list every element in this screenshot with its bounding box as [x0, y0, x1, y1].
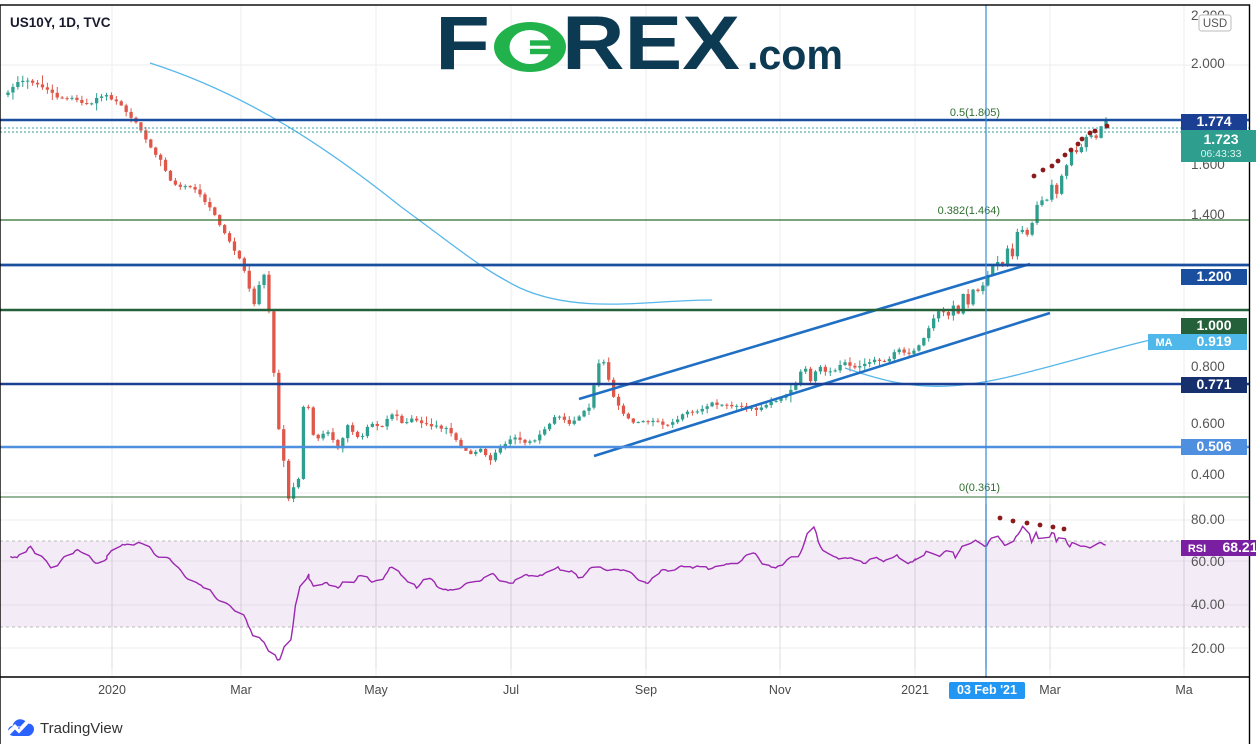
svg-text:May: May: [364, 683, 388, 697]
svg-text:Jul: Jul: [503, 683, 519, 697]
svg-text:Sep: Sep: [635, 683, 657, 697]
svg-text:F: F: [435, 1, 490, 86]
svg-text:1.000: 1.000: [1196, 317, 1231, 333]
svg-text:60.00: 60.00: [1191, 554, 1225, 569]
svg-text:1.723: 1.723: [1203, 131, 1238, 147]
svg-text:.com: .com: [747, 31, 843, 78]
svg-text:1.200: 1.200: [1196, 268, 1231, 284]
svg-text:Ma: Ma: [1175, 683, 1192, 697]
svg-text:Nov: Nov: [769, 683, 792, 697]
svg-text:Mar: Mar: [1039, 683, 1061, 697]
svg-text:0.382(1.464): 0.382(1.464): [938, 205, 1000, 217]
svg-text:0.600: 0.600: [1191, 416, 1225, 431]
svg-text:68.21: 68.21: [1222, 539, 1256, 555]
svg-text:US10Y, 1D, TVC: US10Y, 1D, TVC: [10, 15, 111, 30]
svg-text:1.400: 1.400: [1191, 207, 1225, 222]
svg-text:2020: 2020: [98, 683, 126, 697]
svg-text:03 Feb '21: 03 Feb '21: [957, 683, 1017, 697]
svg-text:80.00: 80.00: [1191, 512, 1225, 527]
svg-text:0.400: 0.400: [1191, 467, 1225, 482]
svg-text:RSI: RSI: [1188, 543, 1206, 555]
svg-text:0.919: 0.919: [1196, 333, 1231, 349]
svg-text:Mar: Mar: [230, 683, 252, 697]
svg-text:1.774: 1.774: [1196, 113, 1231, 129]
svg-text:REX: REX: [562, 1, 740, 86]
svg-text:0.771: 0.771: [1196, 376, 1231, 392]
svg-text:06:43:33: 06:43:33: [1201, 148, 1242, 160]
svg-text:MA: MA: [1155, 337, 1172, 349]
svg-text:0.506: 0.506: [1196, 438, 1231, 454]
svg-text:0.800: 0.800: [1191, 359, 1225, 374]
svg-text:40.00: 40.00: [1191, 597, 1225, 612]
svg-text:20.00: 20.00: [1191, 641, 1225, 656]
svg-text:0(0.361): 0(0.361): [959, 482, 1000, 494]
svg-text:USD: USD: [1203, 18, 1227, 30]
svg-text:0.5(1.805): 0.5(1.805): [950, 107, 1000, 119]
svg-text:TradingView: TradingView: [40, 720, 123, 737]
svg-text:2.000: 2.000: [1191, 56, 1225, 71]
svg-text:2021: 2021: [901, 683, 929, 697]
